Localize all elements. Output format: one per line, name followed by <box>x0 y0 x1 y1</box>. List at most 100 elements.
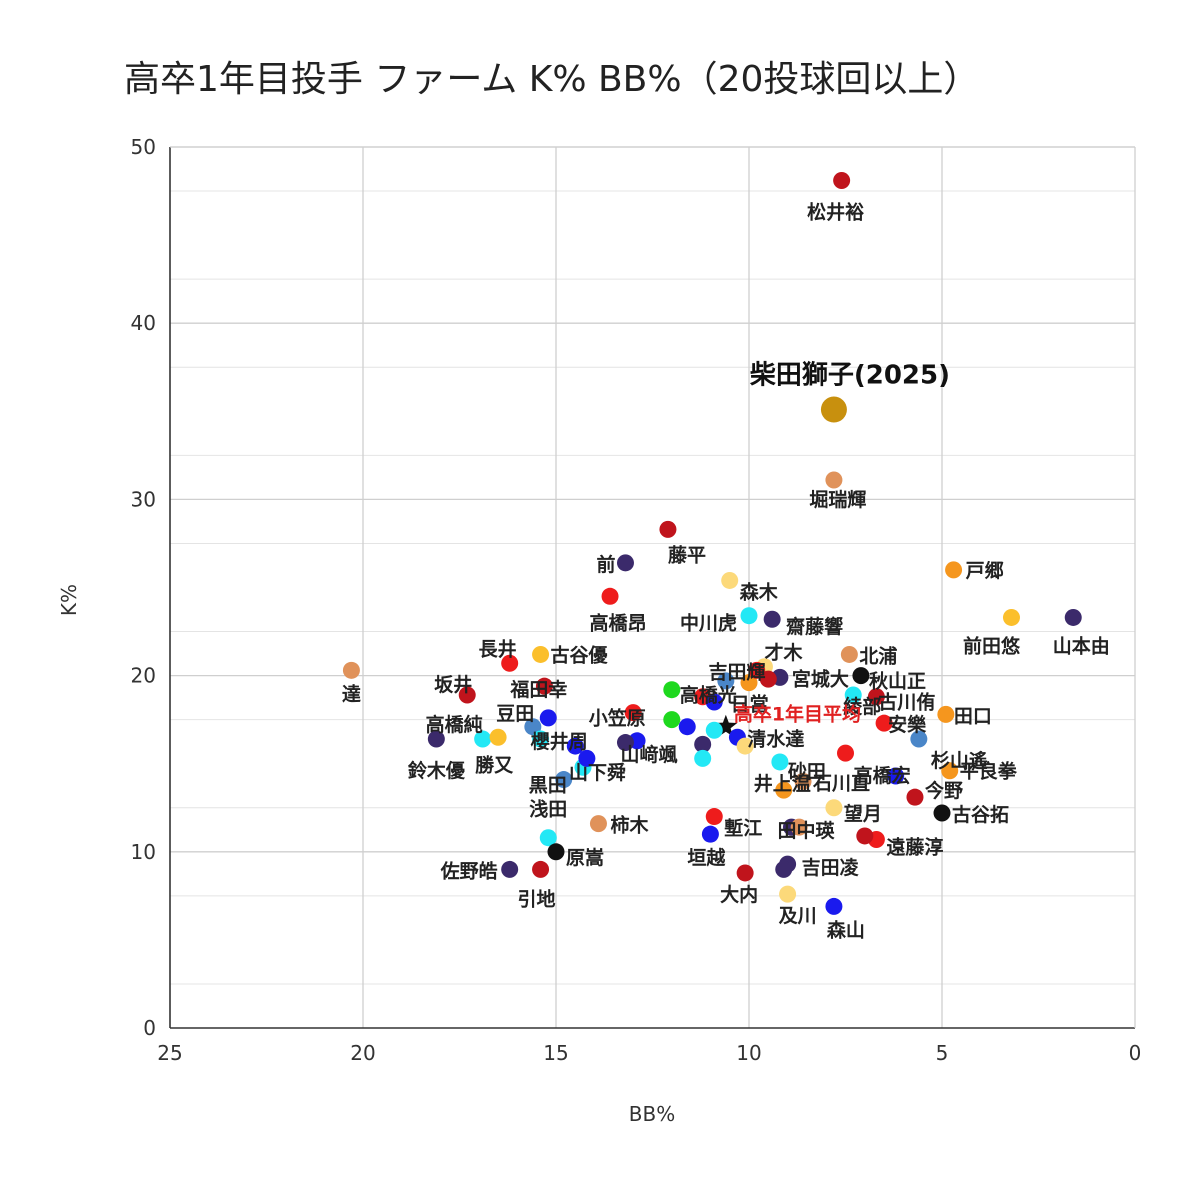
point-label: 浅田 <box>529 798 567 821</box>
data-point <box>779 885 797 903</box>
data-point <box>578 749 596 767</box>
point-label: 坂井 <box>434 674 472 696</box>
point-label: 吉田凌 <box>802 856 860 879</box>
point-label: 清水達 <box>747 727 804 750</box>
data-point <box>532 860 550 878</box>
point-label: 古谷拓 <box>952 803 1009 826</box>
point-label: 今野 <box>924 779 963 802</box>
point-label: 山本由 <box>1053 634 1110 657</box>
data-point <box>342 661 360 679</box>
point-label: 吉田輝 <box>708 661 765 684</box>
data-point <box>474 730 492 748</box>
data-point <box>790 818 808 836</box>
y-axis-label: K% <box>57 584 81 616</box>
point-label: 櫻井周 <box>530 730 588 753</box>
data-point <box>736 737 754 755</box>
data-point <box>856 827 874 845</box>
x-tick-label: 20 <box>350 1041 375 1065</box>
y-tick-label: 0 <box>143 1016 156 1040</box>
data-point <box>547 843 565 861</box>
data-point <box>875 714 893 732</box>
data-point <box>794 772 812 790</box>
data-point <box>458 686 476 704</box>
data-point <box>539 709 557 727</box>
y-tick-label: 30 <box>131 487 156 511</box>
grid <box>170 146 1135 1028</box>
data-point <box>775 860 793 878</box>
data-point <box>763 610 781 628</box>
data-point <box>705 808 723 826</box>
chart-title: 高卒1年目投手 ファーム K% BB%（20投球回以上） <box>124 59 980 100</box>
data-point <box>825 897 843 915</box>
point-label: 砂田 <box>788 761 826 783</box>
data-point <box>910 730 928 748</box>
data-point <box>852 667 870 685</box>
data-point <box>489 728 507 746</box>
point-label: 藤平 <box>668 543 706 566</box>
data-point <box>721 571 739 589</box>
data-point <box>663 711 681 729</box>
data-point <box>840 645 858 663</box>
point-label: 山下舜 <box>569 761 626 784</box>
point-label: 垣越 <box>687 846 726 869</box>
point-label: 福田幸 <box>509 678 567 701</box>
data-points <box>342 171 1082 915</box>
data-point <box>532 645 550 663</box>
data-point <box>555 771 573 789</box>
data-point <box>663 681 681 699</box>
point-label: 古川侑 <box>878 691 935 714</box>
data-point <box>825 799 843 817</box>
highlight-point <box>820 396 847 423</box>
data-point <box>933 804 951 822</box>
point-label: 平良拳 <box>960 760 1018 783</box>
data-point <box>837 744 854 762</box>
data-point <box>1002 608 1020 626</box>
data-point <box>524 718 542 736</box>
point-label: 松井裕 <box>807 200 864 223</box>
point-label: 佐野皓 <box>440 859 498 882</box>
data-point <box>535 677 553 695</box>
point-label: 柿木 <box>610 814 649 837</box>
point-label: 宮城大 <box>792 667 849 690</box>
point-label: 齋藤響 <box>785 615 843 638</box>
point-label: 中川虎 <box>680 612 737 635</box>
data-point <box>771 753 789 771</box>
data-point <box>748 661 766 679</box>
point-label: 才木 <box>764 641 803 664</box>
data-point <box>616 554 634 572</box>
data-point <box>501 654 519 672</box>
data-point <box>532 730 550 748</box>
data-point <box>906 788 924 806</box>
point-label: 原嵩 <box>566 847 604 869</box>
point-label: 前 <box>596 553 615 576</box>
data-point <box>941 762 959 780</box>
point-label: 杉山遙 <box>931 749 988 772</box>
data-point <box>566 737 584 755</box>
highlight-point-label: 柴田獅子(2025) <box>749 360 950 391</box>
data-point <box>589 815 607 833</box>
data-point <box>678 718 696 736</box>
point-label: 森木 <box>740 580 779 603</box>
point-label: 田口 <box>954 705 992 727</box>
y-tick-label: 20 <box>131 664 156 688</box>
data-point <box>701 825 719 843</box>
data-point <box>539 829 557 847</box>
data-point <box>705 693 723 711</box>
point-label: 山﨑颯 <box>621 743 678 766</box>
point-label: 望月 <box>844 802 882 825</box>
point-label: 秋山正 <box>869 670 926 693</box>
point-label: 達 <box>342 682 361 705</box>
point-label: 綾部 <box>843 695 881 718</box>
point-label: 勝又 <box>475 753 514 776</box>
point-label: 高橋光 <box>680 684 737 707</box>
point-label: 安樂 <box>888 713 927 736</box>
y-tick-label: 10 <box>131 840 156 864</box>
point-label: 森山 <box>827 918 865 941</box>
x-tick-label: 10 <box>736 1041 761 1065</box>
average-label: 高卒1年目平均 <box>734 703 861 726</box>
data-point <box>945 561 963 579</box>
data-point <box>705 721 723 739</box>
point-label: 北浦 <box>859 644 897 667</box>
